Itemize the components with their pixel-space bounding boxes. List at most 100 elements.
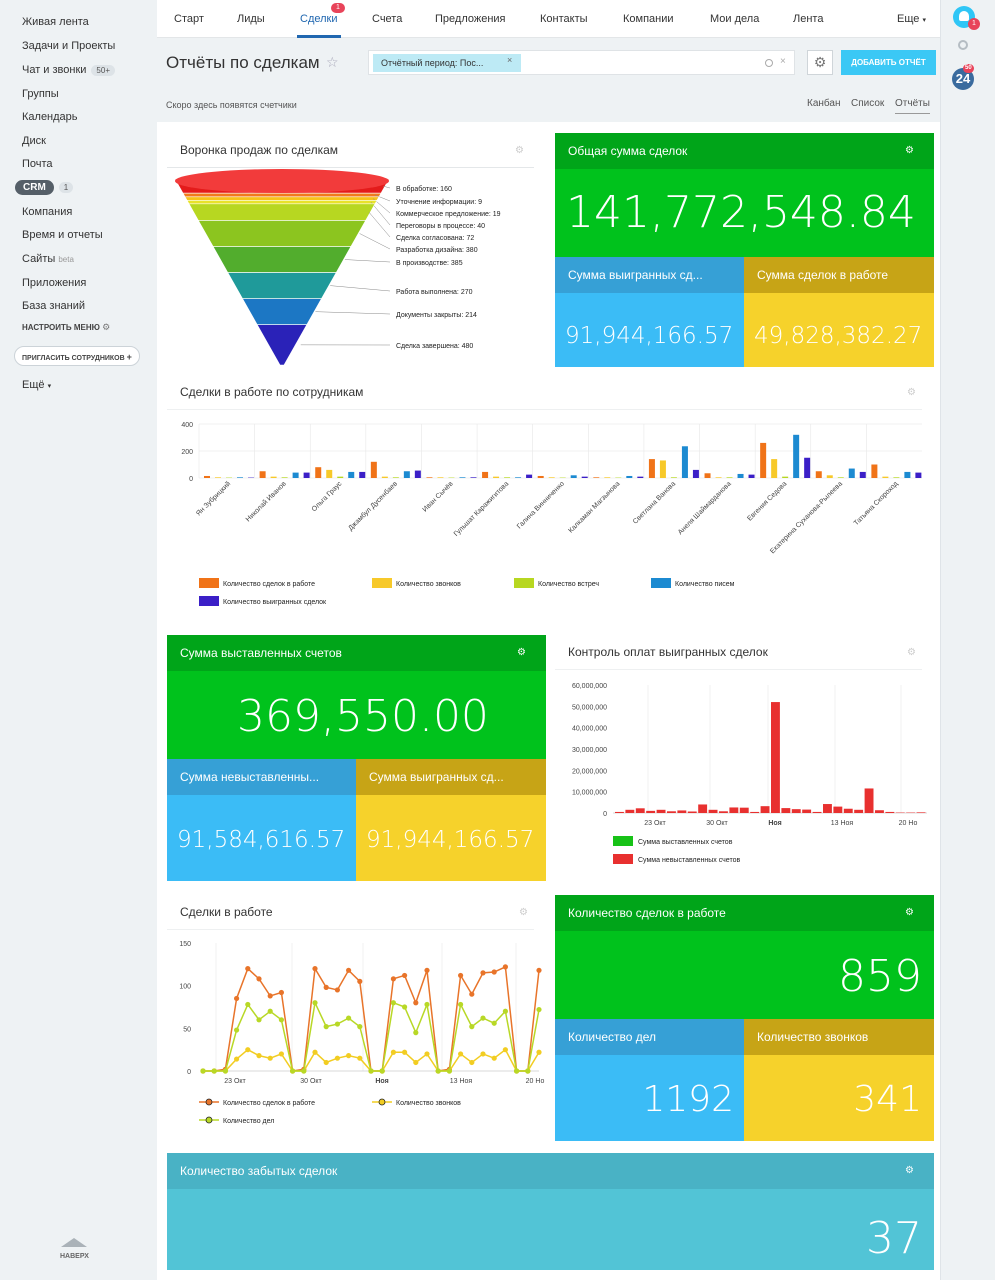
nav-groups[interactable]: Группы: [22, 88, 59, 100]
nav-apps[interactable]: Приложения: [22, 277, 87, 289]
y-tick-label: 0: [189, 476, 193, 483]
view-list[interactable]: Список: [851, 98, 885, 109]
tab-feed[interactable]: Лента: [793, 13, 824, 25]
y-tick-label: 60,000,000: [572, 683, 607, 690]
star-icon[interactable]: ☆: [326, 54, 339, 70]
tab-my-activities[interactable]: Мои дела: [710, 13, 760, 25]
funnel-stage: [186, 200, 378, 205]
nav-chat[interactable]: Чат и звонки 50+: [22, 64, 115, 76]
nav-crm[interactable]: CRM 1: [15, 180, 74, 195]
nav-sites-label: Сайты: [22, 253, 56, 265]
filter-tag-close-icon[interactable]: ×: [507, 55, 513, 65]
won-sum-value: 91,944,166.57: [565, 323, 734, 349]
bar: [548, 477, 555, 478]
tab-start[interactable]: Старт: [174, 13, 204, 25]
tab-companies[interactable]: Компании: [623, 13, 674, 25]
view-reports[interactable]: Отчёты: [895, 98, 930, 114]
settings-button[interactable]: ⚙: [807, 50, 833, 75]
data-point: [323, 1024, 329, 1030]
bar: [348, 471, 355, 478]
forgotten-value: 37: [866, 1213, 922, 1264]
invite-button[interactable]: ПРИГЛАСИТЬ СОТРУДНИКОВ +: [14, 346, 140, 366]
data-point: [267, 1055, 273, 1061]
bar: [381, 476, 388, 478]
bar: [459, 477, 466, 478]
data-point: [211, 1068, 217, 1074]
data-point: [267, 1008, 273, 1014]
nav-calendar[interactable]: Календарь: [22, 111, 78, 123]
data-point: [469, 991, 475, 997]
tab-more[interactable]: Еще ▾: [897, 13, 926, 25]
bar: [659, 460, 666, 478]
bar: [326, 469, 333, 478]
data-point: [357, 1024, 363, 1030]
nav-company[interactable]: Компания: [22, 206, 73, 218]
bar: [237, 477, 243, 478]
nav-more[interactable]: Ещё ▾: [22, 379, 51, 391]
filter-tag[interactable]: Отчётный период: Пос...: [373, 54, 521, 72]
data-point: [491, 1020, 497, 1026]
gear-icon[interactable]: ⚙: [905, 145, 914, 156]
nav-knowledge[interactable]: База знаний: [22, 300, 86, 312]
x-tick-label: Евгения Седова: [746, 480, 788, 522]
funnel-top: [175, 169, 389, 193]
search-icon[interactable]: [765, 59, 773, 67]
gear-icon[interactable]: ⚙: [519, 907, 528, 918]
data-point: [458, 1001, 464, 1008]
data-point: [278, 989, 284, 996]
search-icon[interactable]: [958, 40, 968, 50]
bar: [656, 809, 666, 813]
nav-time[interactable]: Время и отчеты: [22, 229, 103, 241]
legend-label: Сумма невыставленных счетов: [638, 857, 740, 864]
gear-icon[interactable]: ⚙: [907, 647, 916, 658]
nav-sites[interactable]: Сайты beta: [22, 253, 74, 265]
funnel-stage-label: Переговоры в процессе: 40: [396, 223, 485, 230]
nav-disk[interactable]: Диск: [22, 135, 46, 147]
data-point: [491, 969, 497, 975]
tab-deals[interactable]: Сделки: [300, 13, 338, 25]
scroll-top-button[interactable]: НАВЕРХ: [60, 1238, 89, 1260]
bar: [204, 475, 210, 478]
invoices-tile: Сумма выставленных счетов ⚙ 369,550.00: [167, 635, 546, 759]
gear-icon[interactable]: ⚙: [905, 1165, 914, 1176]
data-point: [368, 1068, 374, 1074]
notifications-button[interactable]: 1: [953, 6, 980, 30]
data-point: [346, 967, 352, 973]
bar: [625, 809, 635, 813]
data-point: [390, 1000, 396, 1006]
payments-chart: 0 10,000,000 20,000,000 30,000,000 40,000,00…: [572, 683, 927, 864]
tab-invoices[interactable]: Счета: [372, 13, 403, 25]
bar: [646, 810, 656, 813]
nav-live-feed[interactable]: Живая лента: [22, 16, 89, 28]
bar: [893, 477, 900, 478]
tab-contacts[interactable]: Контакты: [540, 13, 588, 25]
clear-icon[interactable]: ×: [780, 56, 786, 67]
bell-icon: [959, 11, 969, 21]
data-point: [469, 1059, 475, 1066]
filter-search[interactable]: Отчётный период: Пос... × ×: [368, 50, 795, 75]
employees-title: Сделки в работе по сотрудникам: [167, 375, 922, 410]
configure-menu[interactable]: НАСТРОИТЬ МЕНЮ ⚙: [22, 322, 110, 333]
bitrix24-button[interactable]: 24 50: [952, 64, 974, 90]
x-tick-label: Ноя: [375, 1078, 388, 1085]
nav-tasks[interactable]: Задачи и Проекты: [22, 40, 116, 52]
gear-icon[interactable]: ⚙: [515, 145, 524, 156]
bar: [426, 477, 433, 478]
nav-mail[interactable]: Почта: [22, 158, 53, 170]
funnel-leader-line: [382, 185, 391, 189]
view-kanban[interactable]: Канбан: [807, 98, 841, 109]
tab-quotes[interactable]: Предложения: [435, 13, 506, 25]
tab-leads[interactable]: Лиды: [237, 13, 265, 25]
work-sum-value: 49,828,382.27: [754, 323, 923, 349]
gear-icon[interactable]: ⚙: [517, 647, 526, 658]
bar: [729, 807, 739, 813]
funnel-stage-label: Работа выполнена: 270: [396, 288, 473, 296]
add-report-button[interactable]: ДОБАВИТЬ ОТЧЁТ: [841, 50, 936, 75]
x-tick-label: Светлана Ванова: [632, 480, 677, 525]
won-invoices-value: 91,944,166.57: [366, 827, 535, 853]
gear-icon[interactable]: ⚙: [905, 907, 914, 918]
x-tick-label: Анеля Шаймарданова: [676, 480, 733, 537]
data-point: [458, 1051, 464, 1057]
data-point: [536, 1049, 542, 1055]
gear-icon[interactable]: ⚙: [907, 387, 916, 398]
